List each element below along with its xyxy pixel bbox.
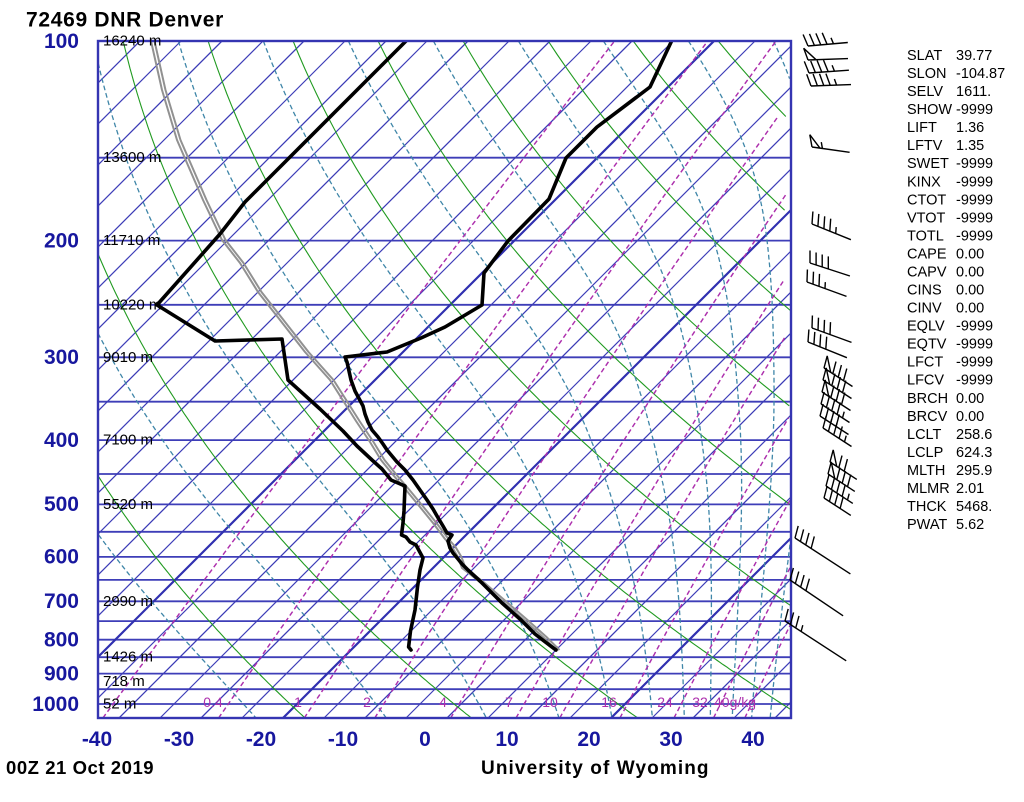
svg-text:700: 700: [44, 590, 79, 613]
svg-text:EQTV: EQTV: [907, 337, 947, 353]
svg-text:400: 400: [44, 429, 79, 452]
svg-text:0.00: 0.00: [956, 301, 984, 317]
svg-text:-9999: -9999: [956, 337, 993, 353]
svg-text:-104.87: -104.87: [956, 66, 1005, 82]
svg-text:1426 m: 1426 m: [103, 649, 153, 666]
svg-text:295.9: 295.9: [956, 463, 992, 479]
svg-text:-9999: -9999: [956, 156, 993, 172]
svg-text:CAPE: CAPE: [907, 246, 947, 262]
svg-text:624.3: 624.3: [956, 445, 992, 461]
svg-text:1.36: 1.36: [956, 120, 984, 136]
svg-text:SLAT: SLAT: [907, 48, 942, 64]
svg-text:1000: 1000: [32, 693, 79, 716]
svg-text:800: 800: [44, 629, 79, 652]
svg-text:BRCH: BRCH: [907, 391, 948, 407]
svg-text:13600 m: 13600 m: [103, 149, 161, 166]
svg-text:16240 m: 16240 m: [103, 33, 161, 50]
svg-text:0: 0: [419, 728, 431, 751]
svg-text:7100 m: 7100 m: [103, 432, 153, 449]
svg-text:2990 m: 2990 m: [103, 593, 153, 610]
svg-text:MLMR: MLMR: [907, 481, 950, 497]
svg-text:EQLV: EQLV: [907, 319, 945, 335]
svg-text:LCLT: LCLT: [907, 427, 942, 443]
svg-text:MLTH: MLTH: [907, 463, 945, 479]
svg-text:-9999: -9999: [956, 319, 993, 335]
svg-text:0.00: 0.00: [956, 265, 984, 281]
svg-text:1611.: 1611.: [956, 84, 991, 100]
svg-text:BRCV: BRCV: [907, 409, 948, 425]
svg-text:5.62: 5.62: [956, 517, 984, 533]
svg-text:SHOW: SHOW: [907, 102, 952, 118]
svg-text:0.00: 0.00: [956, 246, 984, 262]
svg-text:-9999: -9999: [956, 355, 993, 371]
svg-text:-20: -20: [246, 728, 276, 751]
svg-text:52 m: 52 m: [103, 696, 136, 713]
svg-text:9010 m: 9010 m: [103, 349, 153, 366]
svg-text:CTOT: CTOT: [907, 192, 946, 208]
svg-text:40: 40: [741, 728, 764, 751]
svg-text:LFTV: LFTV: [907, 138, 943, 154]
svg-text:2: 2: [363, 694, 371, 710]
svg-text:900: 900: [44, 662, 79, 685]
svg-text:10220 m: 10220 m: [103, 296, 161, 313]
svg-text:258.6: 258.6: [956, 427, 992, 443]
svg-text:718 m: 718 m: [103, 673, 145, 690]
svg-text:72469 DNR Denver: 72469 DNR Denver: [26, 9, 224, 32]
svg-text:7: 7: [505, 694, 513, 710]
svg-text:PWAT: PWAT: [907, 517, 947, 533]
svg-text:-9999: -9999: [956, 102, 993, 118]
svg-text:00Z 21 Oct 2019: 00Z 21 Oct 2019: [6, 757, 154, 778]
svg-text:16: 16: [601, 694, 617, 710]
svg-text:1.35: 1.35: [956, 138, 984, 154]
svg-text:KINX: KINX: [907, 174, 941, 190]
svg-text:600: 600: [44, 546, 79, 569]
svg-text:-40: -40: [82, 728, 112, 751]
svg-text:20: 20: [577, 728, 600, 751]
svg-text:VTOT: VTOT: [907, 210, 946, 226]
svg-text:LIFT: LIFT: [907, 120, 937, 136]
svg-text:-9999: -9999: [956, 192, 993, 208]
svg-text:5468.: 5468.: [956, 499, 992, 515]
svg-text:10: 10: [495, 728, 518, 751]
svg-text:2.01: 2.01: [956, 481, 984, 497]
svg-text:5520 m: 5520 m: [103, 496, 153, 513]
svg-text:LFCT: LFCT: [907, 355, 943, 371]
svg-text:University of Wyoming: University of Wyoming: [481, 758, 710, 779]
svg-text:SELV: SELV: [907, 84, 943, 100]
svg-text:0.00: 0.00: [956, 283, 984, 299]
svg-text:TOTL: TOTL: [907, 228, 944, 244]
svg-text:CINS: CINS: [907, 283, 942, 299]
svg-text:11710 m: 11710 m: [103, 232, 160, 249]
svg-text:-30: -30: [164, 728, 194, 751]
svg-text:THCK: THCK: [907, 499, 947, 515]
svg-text:-9999: -9999: [956, 228, 993, 244]
svg-text:30: 30: [659, 728, 682, 751]
svg-text:300: 300: [44, 346, 79, 369]
svg-text:SWET: SWET: [907, 156, 949, 172]
svg-text:100: 100: [44, 30, 79, 53]
svg-text:4: 4: [439, 694, 447, 710]
svg-text:CAPV: CAPV: [907, 265, 947, 281]
svg-text:LCLP: LCLP: [907, 445, 943, 461]
svg-text:-9999: -9999: [956, 373, 993, 389]
svg-text:10: 10: [542, 694, 558, 710]
svg-text:500: 500: [44, 493, 79, 516]
svg-text:-10: -10: [328, 728, 358, 751]
svg-text:CINV: CINV: [907, 301, 942, 317]
svg-text:0.00: 0.00: [956, 409, 984, 425]
svg-text:32: 32: [692, 694, 708, 710]
svg-text:-9999: -9999: [956, 210, 993, 226]
svg-text:200: 200: [44, 229, 79, 252]
svg-text:-9999: -9999: [956, 174, 993, 190]
svg-text:0.4: 0.4: [203, 694, 223, 710]
svg-text:LFCV: LFCV: [907, 373, 944, 389]
svg-text:SLON: SLON: [907, 66, 947, 82]
svg-text:0.00: 0.00: [956, 391, 984, 407]
svg-text:39.77: 39.77: [956, 48, 992, 64]
svg-text:24: 24: [657, 694, 673, 710]
svg-text:1: 1: [294, 694, 302, 710]
svg-text:40g/kg: 40g/kg: [714, 694, 756, 710]
